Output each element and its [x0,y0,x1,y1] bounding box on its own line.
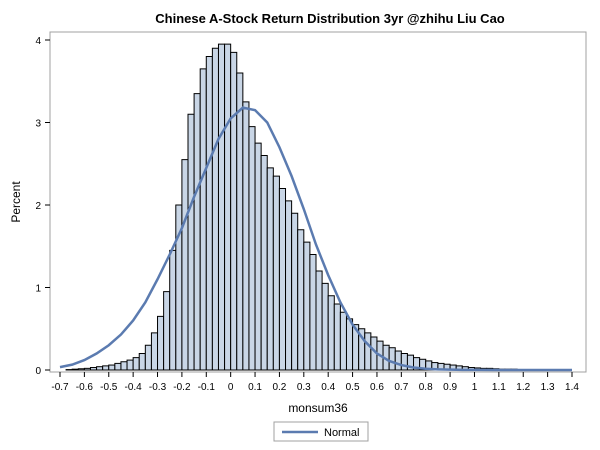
x-tick-label: -0.2 [173,382,191,393]
legend-normal-label: Normal [324,427,359,439]
histogram-bar [327,295,335,371]
histogram-bar [266,167,274,371]
x-tick-label: 0.7 [394,382,408,393]
histogram-bars [65,43,524,371]
histogram-bar [138,353,146,371]
x-tick-label: -0.4 [125,382,143,393]
x-axis-ticks: -0.7 -0.6 -0.5 -0.4 -0.3 -0.2 -0.1 0 0.1 0.2 0.3 0.… [51,372,579,393]
histogram-bar [205,56,213,371]
histogram-bar [89,367,98,371]
histogram-bar [181,159,189,371]
histogram-bar [217,43,226,371]
y-tick-label: 4 [35,36,41,47]
histogram-bar [71,368,79,371]
x-tick-label: -0.6 [76,382,94,393]
histogram-bar [102,365,110,371]
histogram-bar [303,241,311,371]
x-tick-label: -0.3 [149,382,167,393]
y-tick-label: 0 [35,366,41,377]
x-tick-label: 0.6 [370,382,384,393]
histogram-bar [315,270,323,371]
x-tick-label: 1 [472,382,478,393]
histogram-bar [230,51,238,371]
histogram-bar [83,367,91,371]
x-tick-label: 1.4 [565,382,579,393]
histogram-bar [150,332,159,371]
histogram-bar [163,291,171,371]
histogram-bar [199,68,207,371]
histogram-bar [278,188,287,371]
histogram-bar [96,366,104,371]
y-axis-label: Percent [9,181,23,223]
normal-curve-line [59,106,572,372]
histogram-bar [321,282,329,371]
histogram-bar [157,315,165,371]
x-tick-label: 0.2 [272,382,286,393]
x-tick-label: -0.7 [51,382,69,393]
histogram-bar [248,126,256,371]
histogram-bar [211,47,219,371]
x-tick-label: 0 [228,382,234,393]
histogram-bar [132,357,140,371]
histogram-bar [144,344,152,371]
x-tick-label: 0.5 [346,382,360,393]
histogram-bar [236,72,244,371]
histogram-bar [260,155,268,371]
histogram-bar [187,113,195,371]
histogram-bar [193,93,201,371]
y-tick-label: 2 [35,201,41,212]
x-tick-label: 1.2 [516,382,530,393]
histogram-bar [291,212,299,371]
x-tick-label: 0.9 [443,382,457,393]
histogram-bar [169,249,177,371]
y-tick-label: 3 [35,119,41,130]
histogram-bar [309,254,317,371]
histogram-bar [242,101,250,371]
x-tick-label: 0.4 [321,382,335,393]
x-tick-label: 0.3 [297,382,311,393]
chart-title: Chinese A-Stock Return Distribution 3yr … [155,11,505,26]
y-axis-ticks: 0 1 2 3 4 [35,36,50,377]
histogram-bar [388,347,396,371]
histogram-bar [272,175,280,371]
histogram-bar [297,229,305,371]
legend: Normal [273,421,369,442]
histogram-bar [394,350,402,371]
x-tick-label: -0.1 [198,382,216,393]
histogram-bar [77,368,85,371]
histogram-bar [364,332,372,371]
x-tick-label: 0.1 [248,382,262,393]
x-axis-label: monsum36 [288,401,348,415]
histogram-bar [285,200,293,371]
histogram-bar [254,142,262,371]
histogram-bar [400,353,408,371]
x-tick-label: 1.3 [541,382,555,393]
histogram-bar [333,303,341,371]
histogram-bar [108,364,116,371]
histogram-bar [224,43,232,371]
histogram-bar [120,361,128,371]
histogram-bar [114,362,122,371]
histogram-bar [126,359,134,371]
x-tick-label: 1.1 [492,382,506,393]
histogram-bar [345,318,354,371]
x-tick-label: 0.8 [419,382,433,393]
histogram-bar [339,311,347,371]
x-tick-label: -0.5 [100,382,118,393]
legend-box [273,421,369,442]
plot-frame [49,31,587,373]
y-tick-label: 1 [35,284,41,295]
